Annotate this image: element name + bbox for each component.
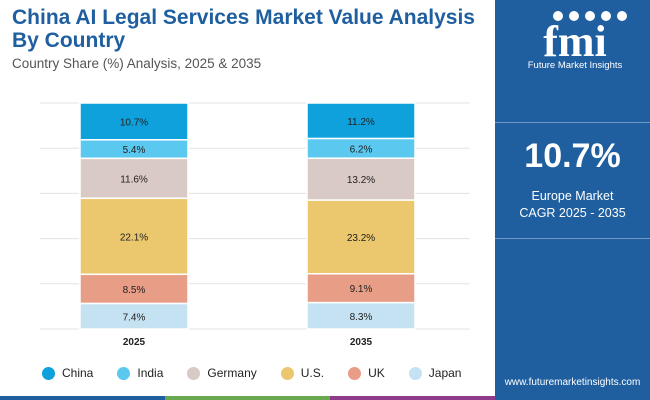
bar-segment-japan <box>79 302 189 330</box>
legend-item: UK <box>348 366 385 380</box>
legend-swatch <box>348 366 362 380</box>
bar-segment-uk <box>79 273 189 305</box>
legend-swatch <box>408 366 422 380</box>
stacked-bar-chart: 10.7% 5.4% 11.6% 22.1% 8.5% 7.4% 2025 11.2% 6.2%… <box>40 102 470 348</box>
bar-segment-china <box>306 102 416 140</box>
data-label: 8.3% <box>350 312 373 323</box>
bottom-stripe <box>165 396 330 400</box>
logo-dot-icon <box>585 11 595 21</box>
bar-segment-uk <box>306 273 416 304</box>
legend-item: China <box>42 366 93 380</box>
divider <box>495 238 650 239</box>
legend-swatch <box>42 366 55 380</box>
bar-segment-germany <box>79 157 189 200</box>
chart-title: China AI Legal Services Market Value Ana… <box>12 6 475 52</box>
data-label: 7.4% <box>123 312 146 323</box>
side-panel: fmi Future Market Insights 10.7% Europe … <box>495 0 650 400</box>
legend-swatch <box>280 366 294 380</box>
data-label: 9.1% <box>350 284 373 295</box>
chart-legend: China India Germany U.S. UK Japan <box>42 364 485 382</box>
website-link[interactable]: www.futuremarketinsights.com <box>504 377 641 388</box>
logo-dot-icon <box>601 11 611 21</box>
data-label: 23.2% <box>347 233 375 244</box>
data-label: 13.2% <box>347 175 375 186</box>
bar-segment-us <box>79 197 189 276</box>
metric-label: Europe Market CAGR 2025 - 2035 <box>495 188 650 222</box>
legend-swatch <box>187 366 201 380</box>
metric-label-line1: Europe Market <box>531 189 614 203</box>
bar-segment-us <box>306 199 416 275</box>
logo-dot-icon <box>553 11 563 21</box>
headline-value: 10.7% <box>524 137 621 175</box>
bottom-stripe <box>0 396 165 400</box>
legend-label: China <box>62 366 94 380</box>
data-label: 11.6% <box>120 174 148 185</box>
bar-segment-germany <box>306 157 416 201</box>
fmi-logo: fmi Future Market Insights <box>510 6 640 72</box>
bottom-stripe <box>330 396 495 400</box>
legend-label: U.S. <box>300 366 325 380</box>
logo-dot-icon <box>569 11 579 21</box>
legend-item: U.S. <box>280 366 325 380</box>
divider <box>495 122 650 123</box>
bar-segment-china <box>79 102 189 141</box>
data-label: 22.1% <box>120 232 148 243</box>
legend-label: Japan <box>428 366 462 380</box>
legend-item: Germany <box>187 366 257 380</box>
bar-segment-japan <box>306 301 416 330</box>
logo-tagline: Future Market Insights <box>527 60 623 71</box>
logo-wordmark: fmi <box>543 17 607 60</box>
legend-label: UK <box>368 366 385 380</box>
legend-item: India <box>117 366 163 380</box>
x-tick-label: 2035 <box>350 337 373 348</box>
legend-label: Germany <box>207 366 257 380</box>
legend-label: India <box>137 366 164 380</box>
data-label: 11.2% <box>347 117 375 128</box>
data-label: 8.5% <box>123 285 146 296</box>
data-label: 10.7% <box>120 117 148 128</box>
legend-item: Japan <box>408 366 462 380</box>
fmi-logo-mark: fmi <box>543 11 627 66</box>
data-label: 5.4% <box>123 145 146 156</box>
logo-dot-icon <box>617 11 627 21</box>
x-tick-label: 2025 <box>123 337 146 348</box>
chart-subtitle: Country Share (%) Analysis, 2025 & 2035 <box>12 56 262 71</box>
legend-swatch <box>117 366 131 380</box>
data-label: 6.2% <box>350 144 373 155</box>
metric-label-line2: CAGR 2025 - 2035 <box>519 206 626 220</box>
